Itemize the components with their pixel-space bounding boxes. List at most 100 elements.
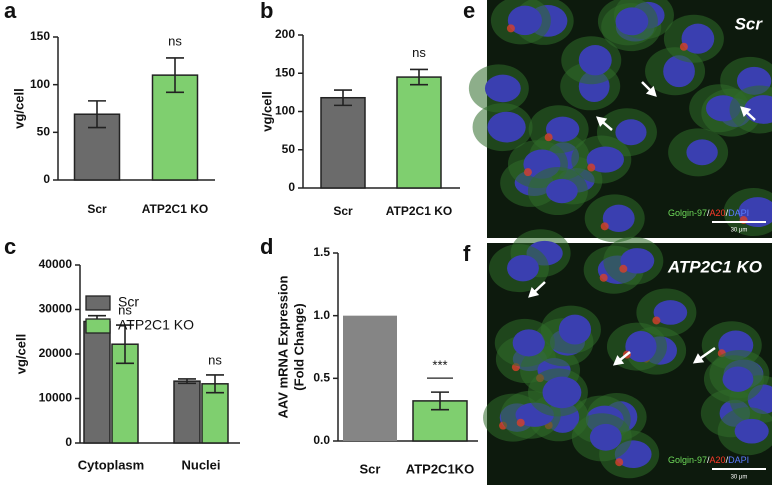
condition-label: Scr <box>735 14 764 33</box>
condition-label: ATP2C1 KO <box>667 257 762 276</box>
stain-part: DAPI <box>728 208 749 218</box>
nucleus <box>546 178 578 204</box>
y-tick-label: 100 <box>30 77 50 91</box>
panel-letter: e <box>463 0 475 23</box>
x-tick-label: ATP2C1KO <box>406 461 474 476</box>
nucleus <box>578 45 612 76</box>
cells <box>468 0 772 479</box>
nucleus <box>545 116 580 142</box>
y-tick-label: 100 <box>275 104 295 118</box>
golgi <box>587 163 596 172</box>
x-tick-label: Nuclei <box>181 457 220 472</box>
y-tick-label: 10000 <box>39 391 73 405</box>
y-tick-label: 20000 <box>39 346 73 360</box>
annotation: ns <box>118 303 132 318</box>
y-tick-label: 30000 <box>39 302 73 316</box>
arrow <box>692 346 716 364</box>
scale-label: 30 μm <box>731 228 748 234</box>
x-tick-label: Cytoplasm <box>78 457 144 472</box>
panel-letter: c <box>4 234 16 259</box>
y-tick-label: 50 <box>37 125 51 139</box>
golgi <box>619 264 628 273</box>
stain-part: A20 <box>710 208 726 218</box>
legend-swatch <box>85 295 111 311</box>
panel-letter: a <box>4 0 17 23</box>
nucleus <box>681 23 715 54</box>
bar <box>201 383 229 444</box>
y-tick-label: 0 <box>288 180 295 194</box>
error-bar <box>178 378 196 385</box>
error-bar <box>334 89 352 107</box>
stain-part: A20 <box>710 455 726 465</box>
error-bar <box>116 324 134 365</box>
arrow <box>528 281 546 298</box>
y-tick-label: 150 <box>275 65 295 79</box>
nucleus <box>734 418 769 444</box>
annotation: ns <box>412 45 426 60</box>
y-tick-label: 0 <box>43 172 50 186</box>
error-bar <box>166 57 184 94</box>
golgi <box>544 133 553 142</box>
arrow <box>641 81 657 97</box>
stain-part: / <box>707 455 710 465</box>
nucleus <box>620 248 655 274</box>
y-axis-label: vg/cell <box>259 91 274 131</box>
y-tick-label: 50 <box>282 142 296 156</box>
y-axis-label: vg/cell <box>13 334 28 374</box>
nucleus <box>542 376 582 409</box>
y-tick-label: 0.0 <box>313 433 330 447</box>
y-tick-label: 1.5 <box>313 245 330 259</box>
error-bar <box>431 391 449 411</box>
y-tick-label: 0.5 <box>313 371 330 385</box>
y-tick-label: 40000 <box>39 257 73 271</box>
nucleus <box>507 254 539 282</box>
y-axis-label: (Fold Change) <box>291 303 306 390</box>
y-tick-label: 0 <box>65 435 72 449</box>
nucleus <box>589 423 622 451</box>
y-tick-label: 200 <box>275 27 295 41</box>
stain-part: / <box>726 208 729 218</box>
nucleus <box>512 329 545 357</box>
legend-swatch <box>85 318 111 334</box>
stain-part: / <box>707 208 710 218</box>
bar <box>173 380 201 444</box>
panel-letter: d <box>260 234 273 259</box>
stain-part: DAPI <box>728 455 749 465</box>
golgi <box>679 42 688 51</box>
stain-part: Golgin-97 <box>668 208 707 218</box>
bar <box>343 315 397 441</box>
nucleus <box>615 119 647 146</box>
x-tick-label: ATP2C1 KO <box>142 202 208 216</box>
golgi <box>506 24 515 33</box>
stain-label: Golgin-97/A20/DAPI <box>668 208 749 218</box>
golgi <box>599 273 608 282</box>
nucleus <box>686 139 718 166</box>
nucleus <box>487 111 526 143</box>
scale-label: 30 μm <box>731 475 748 481</box>
x-tick-label: ATP2C1 KO <box>386 204 452 218</box>
stain-part: / <box>726 455 729 465</box>
stain-label: Golgin-97/A20/DAPI <box>668 455 749 465</box>
golgi <box>600 222 609 231</box>
nucleus <box>586 146 624 173</box>
nucleus <box>484 74 521 103</box>
error-bar <box>88 100 106 129</box>
golgi <box>615 458 624 467</box>
bar <box>396 76 442 189</box>
nucleus <box>625 330 657 363</box>
golgi <box>652 316 661 325</box>
y-tick-label: 150 <box>30 29 50 43</box>
panel-letter: b <box>260 0 273 23</box>
x-tick-label: Scr <box>333 204 353 218</box>
bar <box>320 96 366 189</box>
error-bar <box>206 374 224 394</box>
error-bar <box>410 68 428 86</box>
nucleus <box>722 366 754 392</box>
golgi <box>523 168 532 177</box>
nucleus <box>663 55 695 88</box>
arrow <box>596 116 613 131</box>
arrow <box>740 106 756 121</box>
stain-part: Golgin-97 <box>668 455 707 465</box>
y-axis-label: vg/cell <box>11 88 26 128</box>
